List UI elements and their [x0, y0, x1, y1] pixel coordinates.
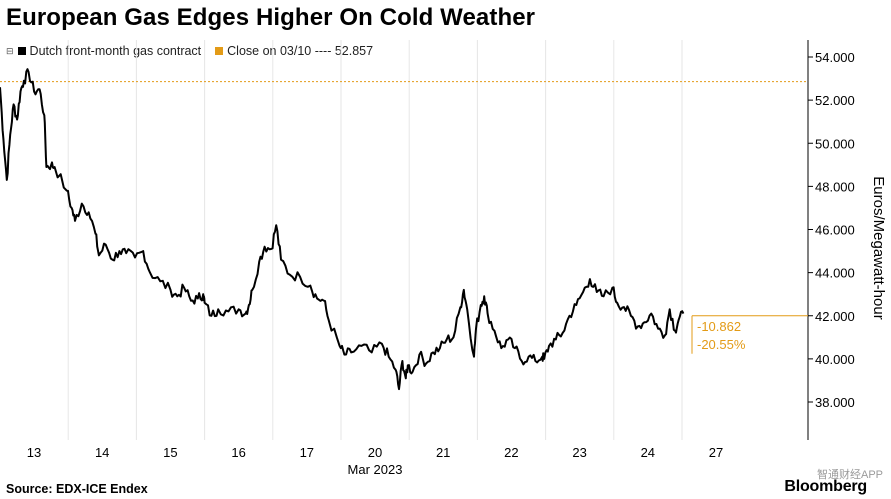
y-tick-label: 54.000: [815, 50, 855, 65]
y-tick-label: 42.000: [815, 309, 855, 324]
chart-title: European Gas Edges Higher On Cold Weathe…: [6, 4, 536, 31]
x-tick-label: 14: [95, 445, 109, 460]
x-tick-label: 21: [436, 445, 450, 460]
legend-toggle-icon[interactable]: ⊟: [6, 45, 14, 56]
annotation-change: -10.862: [697, 319, 741, 334]
x-tick-label: 22: [504, 445, 518, 460]
y-axis-ticks: 38.000 40.000 42.000 44.000 46.000 48.000 50.0…: [808, 50, 855, 410]
legend: ⊟ Dutch front-month gas contract Close o…: [6, 44, 381, 58]
x-tick-label: 23: [572, 445, 586, 460]
x-axis-ticks: 13 14 15 16 17 20 21 22 23 24 27: [27, 445, 723, 460]
legend-swatch-series: [17, 47, 26, 55]
bloomberg-logo: Bloomberg: [784, 478, 867, 495]
y-tick-label: 52.000: [815, 93, 855, 108]
x-tick-label: 15: [163, 445, 177, 460]
y-tick-label: 44.000: [815, 266, 855, 281]
legend-swatch-close: [215, 47, 224, 55]
series-line-dutch-gas: [0, 68, 685, 391]
x-tick-label: 13: [27, 445, 41, 460]
y-tick-label: 48.000: [815, 179, 855, 194]
x-axis-month-label: Mar 2023: [348, 462, 403, 477]
y-axis-label: Euros/Megawatt-hour: [870, 176, 887, 319]
legend-item-series: ⊟ Dutch front-month gas contract: [6, 44, 201, 58]
y-tick-label: 38.000: [815, 395, 855, 410]
legend-series-label: Dutch front-month gas contract: [29, 44, 202, 58]
x-tick-label: 24: [641, 445, 655, 460]
legend-item-close: Close on 03/10 ---- 52.857: [215, 44, 373, 58]
x-tick-label: 20: [368, 445, 382, 460]
y-tick-label: 50.000: [815, 136, 855, 151]
source-note: Source: EDX-ICE Endex: [6, 482, 148, 496]
x-tick-label: 17: [300, 445, 314, 460]
legend-close-label: Close on 03/10 ---- 52.857: [227, 44, 374, 58]
y-tick-label: 40.000: [815, 352, 855, 367]
watermark: 智通财经APP: [816, 469, 883, 481]
y-tick-label: 46.000: [815, 223, 855, 238]
grid-lines: [67, 40, 683, 440]
annotation-change-pct: -20.55%: [697, 337, 746, 352]
x-tick-label: 16: [231, 445, 245, 460]
x-tick-label: 27: [709, 445, 723, 460]
